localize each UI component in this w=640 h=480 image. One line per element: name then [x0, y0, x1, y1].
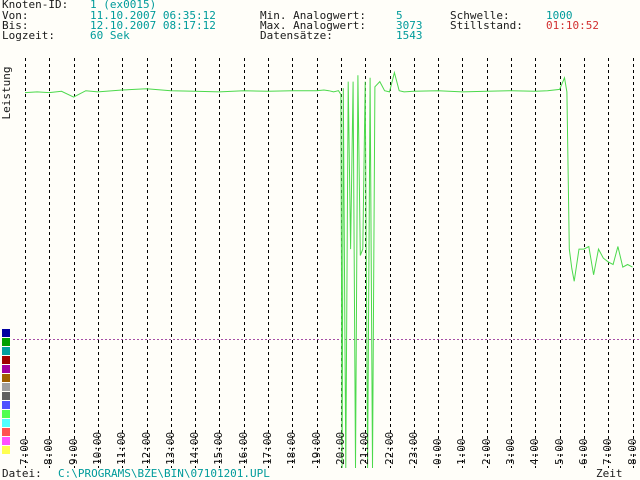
bis-value: 12.10.2007 08:17:12: [90, 19, 216, 32]
logzeit-value: 60 Sek: [90, 29, 130, 42]
legend-swatch-2: [2, 347, 10, 355]
legend-swatch-6: [2, 383, 10, 391]
legend-swatch-9: [2, 410, 10, 418]
footer: Datei: C:\PROGRAMS\BZE\BIN\07101201.UPL: [0, 467, 640, 480]
datensaetze-label: Datensätze:: [260, 29, 333, 42]
datei-path[interactable]: C:\PROGRAMS\BZE\BIN\07101201.UPL: [58, 467, 270, 480]
schwelle-value: 1000: [546, 9, 573, 22]
legend-swatch-11: [2, 428, 10, 436]
y-axis-label-text: Leistung: [0, 66, 13, 120]
power-chart: [13, 58, 640, 468]
legend-swatch-13: [2, 446, 10, 454]
von-label: Von:: [2, 9, 29, 22]
color-legend: [2, 329, 10, 455]
x-axis-label: Zeit: [596, 467, 623, 480]
signal-line-0: [24, 70, 633, 468]
legend-swatch-12: [2, 437, 10, 445]
legend-swatch-4: [2, 365, 10, 373]
datensaetze-value: 1543: [396, 29, 423, 42]
logzeit-label: Logzeit:: [2, 29, 55, 42]
max-analog-value: 3073: [396, 19, 423, 32]
stillstand-value: 01:10:52: [546, 19, 599, 32]
min-analog-value: 5: [396, 9, 403, 22]
legend-swatch-5: [2, 374, 10, 382]
datei-label: Datei:: [2, 467, 42, 480]
stillstand-label: Stillstand:: [450, 19, 523, 32]
bis-label: Bis:: [2, 19, 29, 32]
info-panel: Knoten-ID: 1 (ex0015) Von: 11.10.2007 06…: [0, 0, 640, 42]
max-analog-label: Max. Analogwert:: [260, 19, 366, 32]
legend-swatch-3: [2, 356, 10, 364]
von-value: 11.10.2007 06:35:12: [90, 9, 216, 22]
y-axis-label: Leistung: [0, 60, 13, 130]
legend-swatch-10: [2, 419, 10, 427]
schwelle-label: Schwelle:: [450, 9, 510, 22]
knoten-id-label: Knoten-ID:: [2, 0, 69, 11]
legend-swatch-1: [2, 338, 10, 346]
min-analog-label: Min. Analogwert:: [260, 9, 366, 22]
legend-swatch-0: [2, 329, 10, 337]
knoten-id-value: 1 (ex0015): [90, 0, 157, 11]
legend-swatch-7: [2, 392, 10, 400]
legend-swatch-8: [2, 401, 10, 409]
